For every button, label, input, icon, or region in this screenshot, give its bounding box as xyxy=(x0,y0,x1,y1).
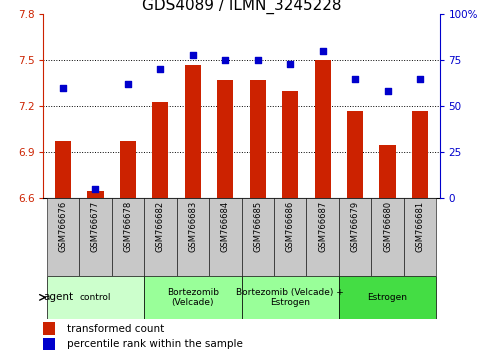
Text: percentile rank within the sample: percentile rank within the sample xyxy=(67,339,243,349)
Bar xyxy=(250,80,266,198)
Text: agent: agent xyxy=(44,292,74,302)
FancyBboxPatch shape xyxy=(79,198,112,276)
FancyBboxPatch shape xyxy=(177,198,209,276)
Text: GSM766682: GSM766682 xyxy=(156,201,165,252)
FancyBboxPatch shape xyxy=(47,198,79,276)
Text: GSM766676: GSM766676 xyxy=(58,201,68,252)
Point xyxy=(92,186,99,192)
Bar xyxy=(120,142,136,198)
Bar xyxy=(242,276,339,319)
Bar xyxy=(412,111,428,198)
FancyBboxPatch shape xyxy=(144,198,177,276)
FancyBboxPatch shape xyxy=(339,198,371,276)
Point xyxy=(286,61,294,67)
Bar xyxy=(47,276,144,319)
Text: control: control xyxy=(80,293,111,302)
Bar xyxy=(217,80,233,198)
Point xyxy=(189,52,197,57)
FancyBboxPatch shape xyxy=(274,198,306,276)
FancyBboxPatch shape xyxy=(306,198,339,276)
Point xyxy=(59,85,67,91)
Point xyxy=(416,76,424,81)
FancyBboxPatch shape xyxy=(371,198,404,276)
Bar xyxy=(339,276,436,319)
FancyBboxPatch shape xyxy=(404,198,436,276)
Bar xyxy=(347,111,363,198)
Title: GDS4089 / ILMN_3245228: GDS4089 / ILMN_3245228 xyxy=(142,0,341,14)
Point xyxy=(124,81,132,87)
Text: GSM766677: GSM766677 xyxy=(91,201,100,252)
Bar xyxy=(282,91,298,198)
Point xyxy=(254,57,262,63)
Text: Bortezomib
(Velcade): Bortezomib (Velcade) xyxy=(167,288,219,307)
Text: GSM766685: GSM766685 xyxy=(253,201,262,252)
Point xyxy=(156,67,164,72)
Bar xyxy=(43,338,56,350)
Bar xyxy=(43,322,56,335)
Bar xyxy=(380,144,396,198)
Text: GSM766679: GSM766679 xyxy=(351,201,360,252)
Text: GSM766680: GSM766680 xyxy=(383,201,392,252)
Text: GSM766686: GSM766686 xyxy=(286,201,295,252)
Text: GSM766684: GSM766684 xyxy=(221,201,230,252)
FancyBboxPatch shape xyxy=(112,198,144,276)
Text: GSM766681: GSM766681 xyxy=(415,201,425,252)
Bar xyxy=(144,276,242,319)
Point xyxy=(351,76,359,81)
Bar xyxy=(314,60,331,198)
Text: GSM766683: GSM766683 xyxy=(188,201,197,252)
Point xyxy=(384,88,391,94)
Text: transformed count: transformed count xyxy=(67,324,165,333)
Text: Bortezomib (Velcade) +
Estrogen: Bortezomib (Velcade) + Estrogen xyxy=(236,288,344,307)
Point xyxy=(221,57,229,63)
Bar xyxy=(185,65,201,198)
Text: GSM766678: GSM766678 xyxy=(123,201,132,252)
Point xyxy=(319,48,327,54)
Bar xyxy=(152,102,169,198)
FancyBboxPatch shape xyxy=(209,198,242,276)
Bar xyxy=(87,190,103,198)
Text: GSM766687: GSM766687 xyxy=(318,201,327,252)
Text: Estrogen: Estrogen xyxy=(368,293,408,302)
FancyBboxPatch shape xyxy=(242,198,274,276)
Bar xyxy=(55,142,71,198)
